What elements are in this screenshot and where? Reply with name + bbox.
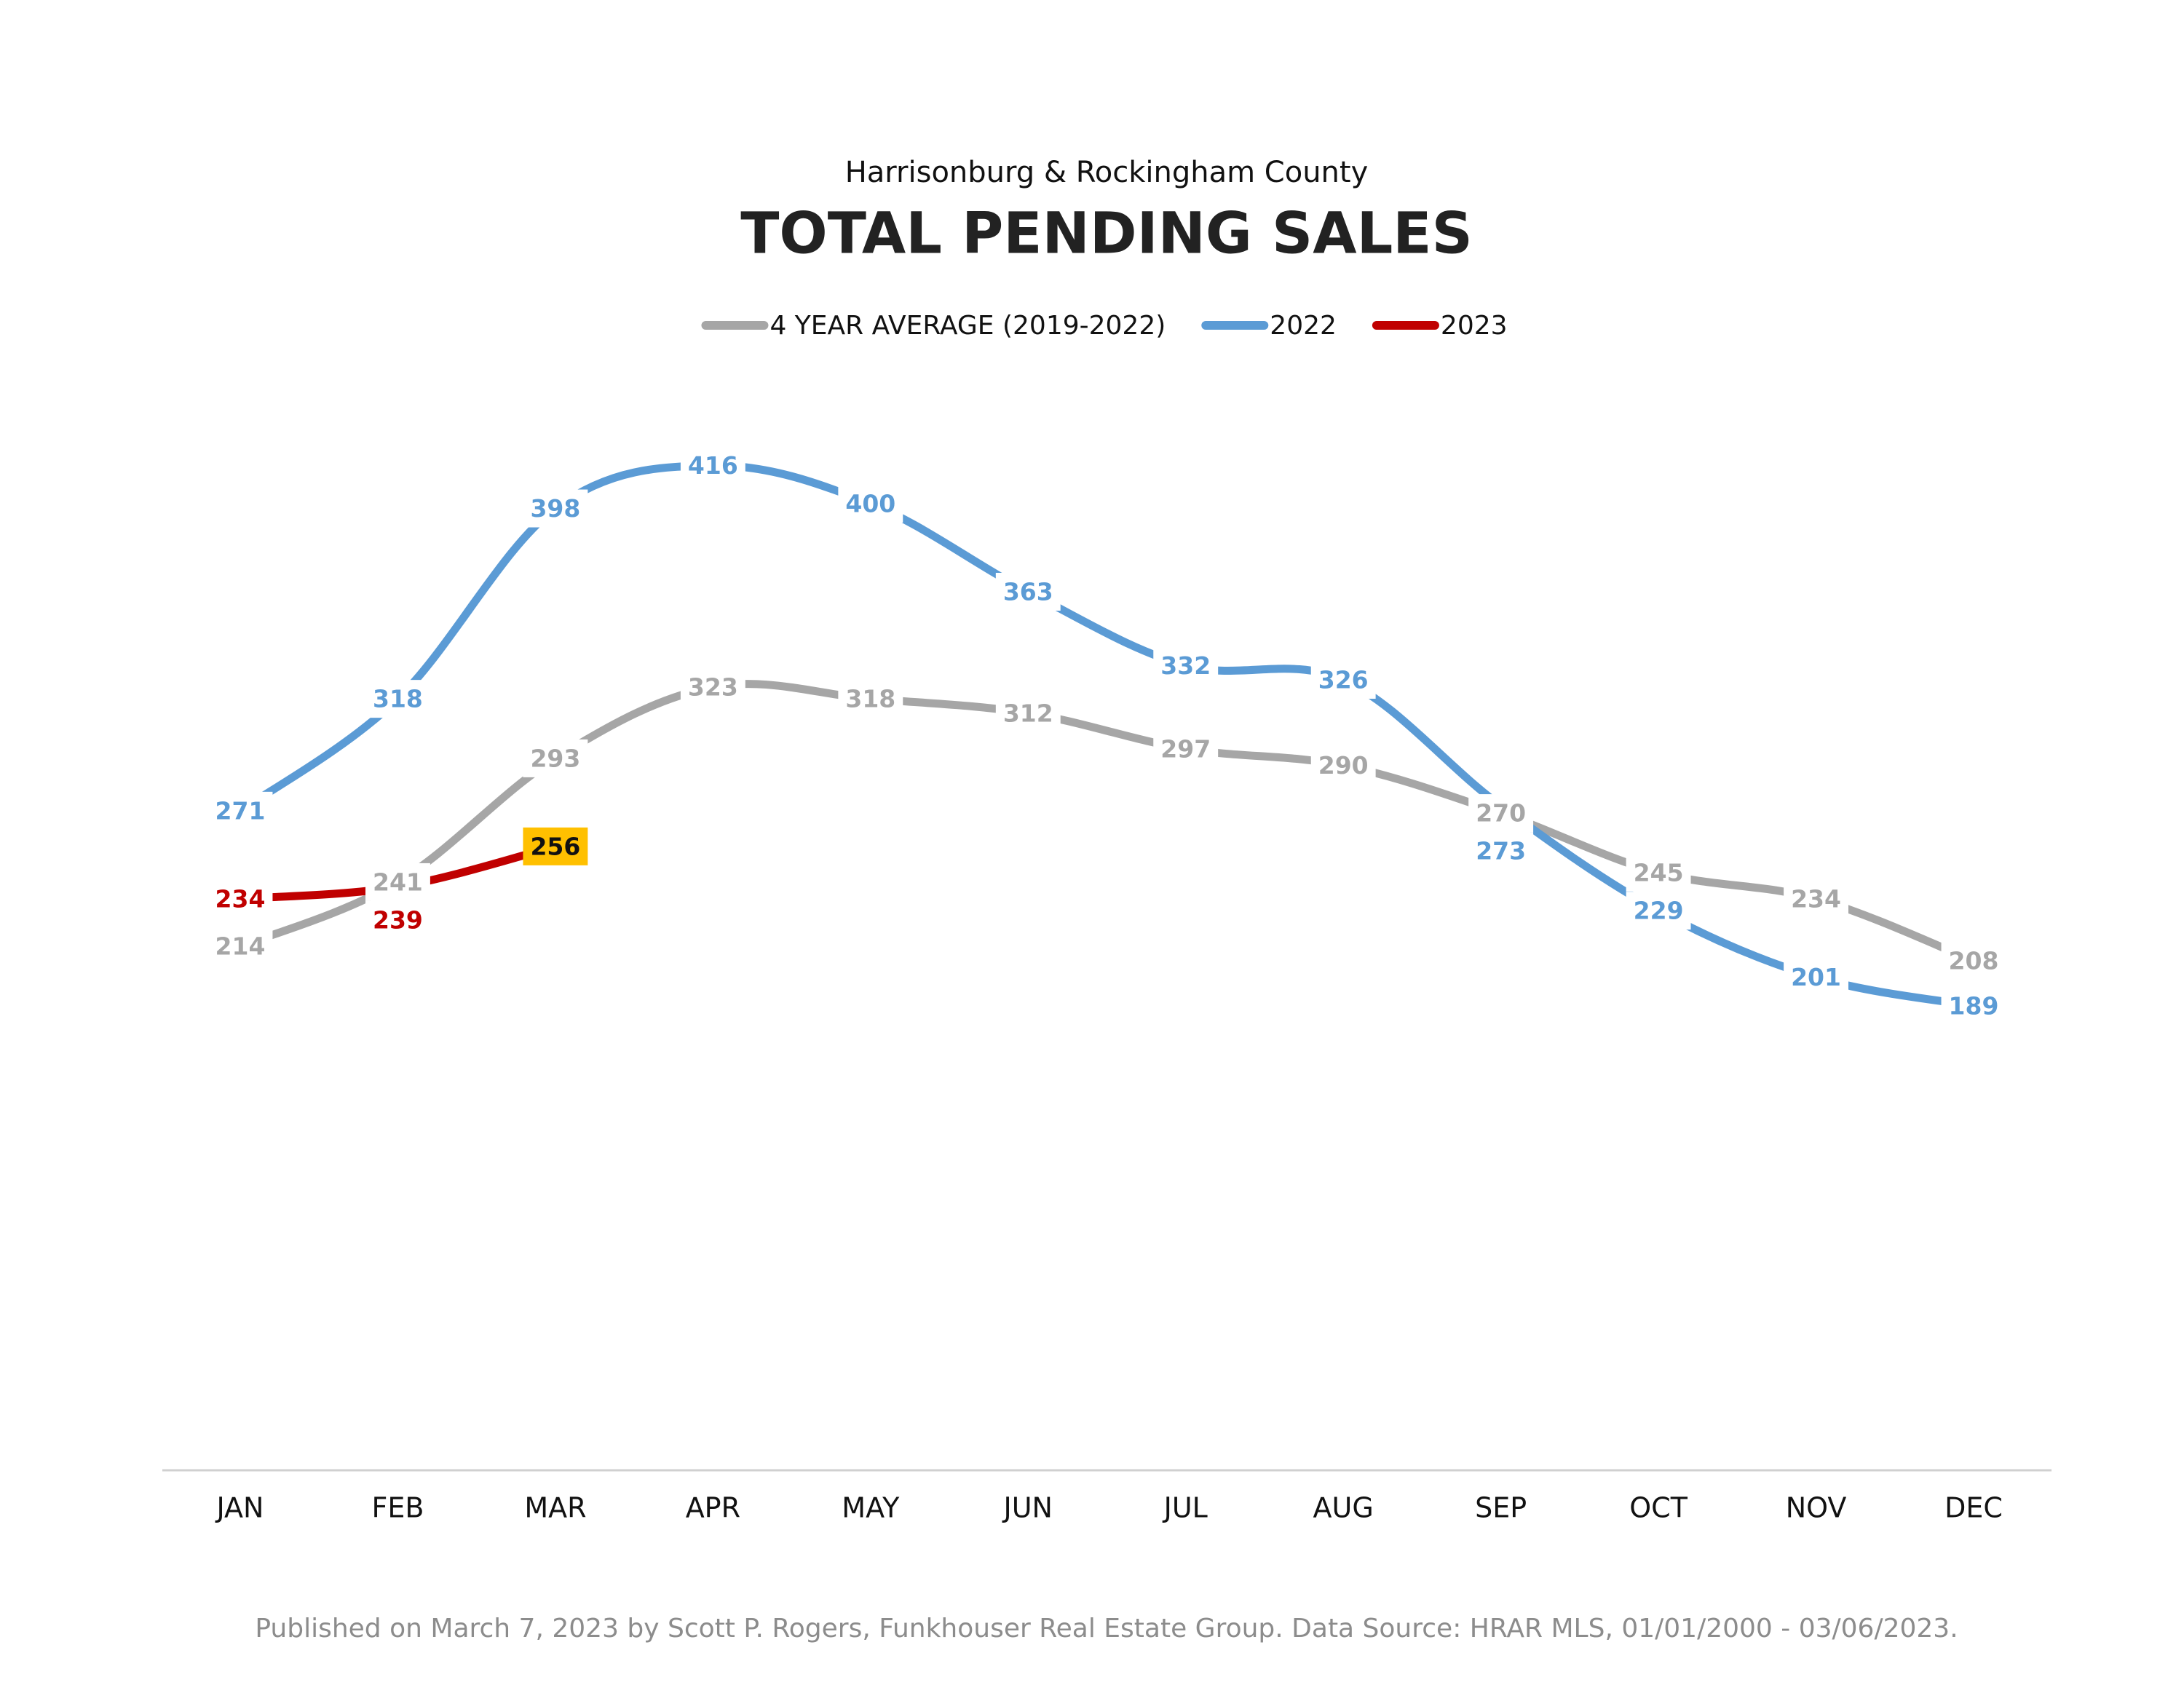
x-tick-label: FEB	[371, 1492, 424, 1524]
data-label: 271	[215, 796, 266, 825]
legend-label: 2023	[1441, 311, 1508, 341]
x-tick-label: MAR	[524, 1492, 586, 1524]
label-background	[1153, 729, 1219, 768]
legend-item: 2023	[1372, 311, 1508, 341]
data-label: 270	[1476, 799, 1526, 828]
data-label: 241	[373, 868, 423, 896]
x-tick-label: MAY	[842, 1492, 900, 1524]
data-label: 234	[215, 884, 266, 913]
legend-item: 4 YEAR AVERAGE (2019-2022)	[701, 311, 1166, 341]
label-background	[365, 900, 430, 939]
label-background	[995, 694, 1061, 732]
data-label: 239	[373, 905, 423, 934]
data-label: 400	[845, 490, 895, 518]
x-tick-label: NOV	[1786, 1492, 1847, 1524]
data-label: 363	[1003, 577, 1053, 606]
label-background	[1784, 958, 1848, 996]
data-label: 208	[1949, 946, 1999, 975]
data-label: 245	[1634, 858, 1684, 887]
data-label: 398	[530, 494, 580, 523]
label-background	[838, 485, 903, 523]
label-background	[680, 446, 745, 485]
label-background	[1941, 941, 2006, 980]
x-tick-label: AUG	[1313, 1492, 1374, 1524]
label-background	[1626, 892, 1691, 930]
highlight-box	[523, 827, 588, 865]
label-background	[365, 863, 430, 901]
data-label: 318	[845, 685, 895, 713]
data-label: 189	[1949, 991, 1999, 1020]
footnote: Published on March 7, 2023 by Scott P. R…	[255, 1614, 1958, 1644]
legend-label: 4 YEAR AVERAGE (2019-2022)	[769, 311, 1166, 341]
data-label: 297	[1160, 734, 1211, 763]
data-label: 290	[1318, 751, 1369, 780]
label-background	[523, 489, 588, 528]
data-label: 416	[688, 451, 738, 480]
data-label: 323	[688, 673, 738, 701]
data-label: 318	[373, 685, 423, 713]
label-background	[1468, 832, 1534, 871]
label-background	[523, 739, 588, 777]
legend: 4 YEAR AVERAGE (2019-2022) 2022 2023	[701, 311, 1508, 341]
x-tick-label: JUN	[1002, 1492, 1053, 1524]
data-label: 273	[1476, 837, 1526, 865]
label-background	[1626, 853, 1691, 892]
x-tick-label: DEC	[1944, 1492, 2003, 1524]
data-label: 234	[1791, 884, 1841, 913]
label-background	[680, 667, 745, 706]
label-background	[838, 680, 903, 718]
label-background	[1310, 660, 1376, 699]
x-tick-label: APR	[686, 1492, 740, 1524]
data-label: 293	[530, 744, 580, 772]
label-background	[1784, 879, 1848, 918]
data-label: 326	[1318, 665, 1369, 694]
data-label: 229	[1634, 897, 1684, 925]
data-label: 201	[1791, 963, 1841, 991]
x-tick-label: JUL	[1163, 1492, 1208, 1524]
data-labels: 214 241 293 323 318 312 297 290 270 245 234 208 271 3…	[207, 446, 2006, 1025]
label-background	[1941, 986, 2006, 1025]
data-label: 312	[1003, 699, 1053, 727]
chart-title: TOTAL PENDING SALES	[740, 201, 1473, 266]
label-background	[207, 879, 273, 918]
label-background	[1310, 746, 1376, 785]
data-label: 256	[530, 832, 580, 860]
x-tick-label: OCT	[1629, 1492, 1688, 1524]
label-background	[1468, 794, 1534, 833]
legend-item: 2022	[1201, 311, 1337, 341]
data-label: 332	[1160, 651, 1211, 680]
label-background	[207, 791, 273, 830]
legend-label: 2022	[1270, 311, 1337, 341]
label-background	[207, 927, 273, 966]
label-background	[1153, 646, 1219, 685]
x-tick-label: SEP	[1475, 1492, 1527, 1524]
chart-subtitle: Harrisonburg & Rockingham County	[845, 156, 1369, 189]
x-tick-label: JAN	[215, 1492, 264, 1524]
data-label: 214	[215, 932, 266, 961]
label-background	[365, 680, 430, 718]
label-background	[995, 572, 1061, 611]
